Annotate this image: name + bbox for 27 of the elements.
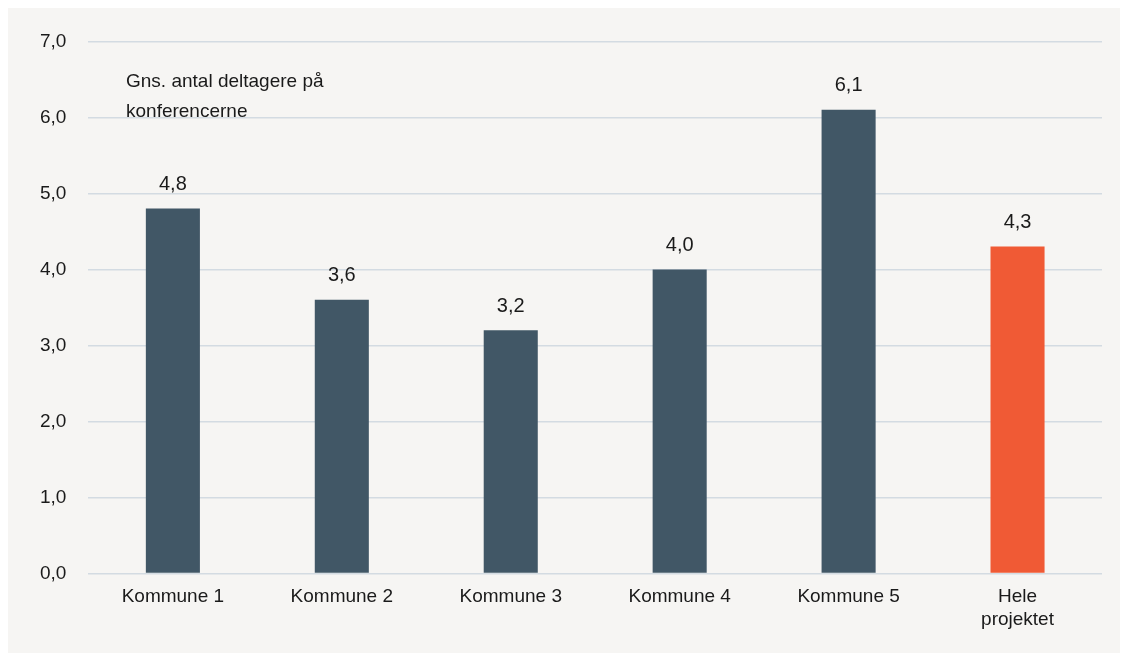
data-label: 4,3 xyxy=(1003,210,1032,233)
y-tick-label: 7,0 xyxy=(39,29,67,51)
data-label: 4,8 xyxy=(158,172,187,195)
bar xyxy=(483,330,538,573)
y-tick-label: 5,0 xyxy=(39,181,67,203)
bar xyxy=(821,109,876,573)
data-label: 4,0 xyxy=(665,232,694,255)
bar xyxy=(314,299,369,573)
bar xyxy=(990,246,1045,573)
y-tick-label: 4,0 xyxy=(39,257,67,279)
x-tick-label: Kommune 3 xyxy=(459,585,562,607)
data-label: 3,6 xyxy=(327,263,356,286)
y-tick-label: 6,0 xyxy=(39,105,67,127)
y-tick-label: 3,0 xyxy=(39,333,67,355)
x-tick-label: Kommune 1 xyxy=(121,585,225,607)
x-tick-label: Kommune 2 xyxy=(290,585,394,607)
y-tick-label: 0,0 xyxy=(39,561,67,583)
data-label: 6,1 xyxy=(834,73,863,96)
y-tick-label: 1,0 xyxy=(39,485,67,507)
x-tick-label: Kommune 5 xyxy=(797,585,900,607)
y-tick-label: 2,0 xyxy=(39,409,67,431)
x-tick-label: Hele projektet xyxy=(981,585,1055,629)
y-axis-title: Gns. antal deltagere på konferencerne xyxy=(126,69,325,123)
bar xyxy=(652,269,707,573)
bar xyxy=(145,208,200,573)
data-label: 3,2 xyxy=(496,293,525,316)
x-tick-label: Kommune 4 xyxy=(628,585,732,607)
